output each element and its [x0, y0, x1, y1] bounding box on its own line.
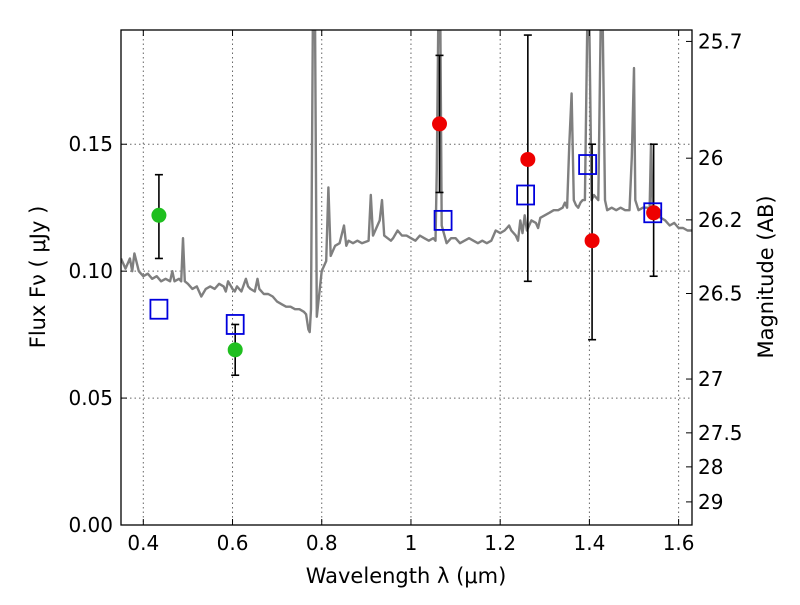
red-data-point — [646, 205, 662, 221]
magnitude-tick-label: 26.5 — [698, 281, 743, 305]
y-tick-label: 0.10 — [68, 259, 113, 283]
y-axis-label: Flux Fν ( μJy ) — [26, 206, 50, 349]
magnitude-tick-label: 26 — [698, 146, 723, 170]
magnitude-tick-label: 27 — [698, 367, 723, 391]
magnitude-tick-label: 28 — [698, 455, 723, 479]
plot-frame — [120, 29, 693, 526]
green-data-point — [227, 342, 243, 358]
magnitude-tick-label: 26.2 — [698, 208, 743, 232]
x-tick-label: 1.2 — [484, 531, 516, 555]
data-marks — [149, 34, 663, 377]
axis-ticks: 0.4 0.6 0.8 1 1.2 1.4 1.6 0.00 0.05 0.10 0.15 25.7 2… — [68, 29, 742, 555]
blue-model-square — [516, 184, 536, 206]
grid — [121, 30, 692, 526]
red-data-point — [584, 233, 600, 249]
blue-model-square — [578, 154, 598, 175]
x-tick-label: 0.4 — [127, 531, 159, 555]
blue-model-square — [433, 209, 453, 231]
x-tick-label: 1.4 — [573, 531, 605, 555]
model-spectrum-line — [121, 30, 692, 334]
blue-model-square — [225, 314, 245, 335]
x-tick-label: 1 — [405, 531, 418, 555]
x-axis-label: Wavelength λ (μm) — [306, 564, 507, 588]
y-tick-label: 0.00 — [68, 513, 113, 537]
y2-axis-label: Magnitude (AB) — [754, 195, 778, 358]
spectrum-layer — [121, 30, 692, 334]
magnitude-tick-label: 27.5 — [698, 421, 743, 445]
y-tick-label: 0.05 — [68, 386, 113, 410]
x-tick-label: 0.6 — [217, 531, 249, 555]
blue-model-square — [149, 298, 169, 320]
green-data-point — [151, 207, 167, 223]
y-tick-label: 0.15 — [68, 132, 113, 156]
blue-model-square — [643, 202, 663, 224]
x-tick-label: 1.6 — [663, 531, 695, 555]
magnitude-tick-label: 25.7 — [698, 29, 743, 53]
red-data-point — [520, 151, 536, 167]
red-data-point — [432, 116, 448, 132]
magnitude-tick-label: 29 — [698, 490, 723, 514]
x-tick-label: 0.8 — [306, 531, 338, 555]
